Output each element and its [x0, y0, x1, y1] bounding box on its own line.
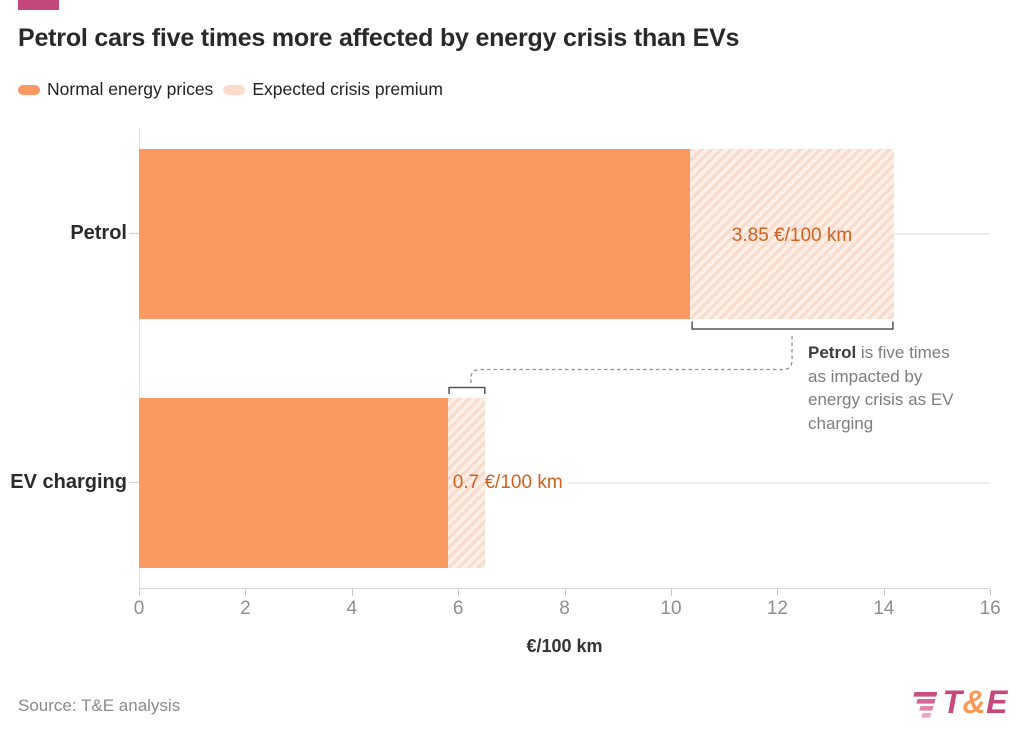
te-logo-text: T&E: [942, 684, 1008, 720]
brand-accent-bar: [18, 0, 59, 10]
value-label-ev-premium: 0.7 €/100 km: [452, 472, 563, 493]
gridline-petrol: [895, 233, 990, 235]
x-axis-tickmark: [245, 589, 247, 596]
category-label-ev: EV charging: [10, 471, 127, 493]
te-logo-stripes-icon: [912, 691, 937, 718]
x-axis-tickmark: [777, 589, 779, 596]
legend-item-premium: Expected crisis premium: [223, 79, 443, 100]
legend-label-normal: Normal energy prices: [47, 79, 214, 99]
x-axis-tickmark: [990, 589, 992, 596]
bracket-petrol-premium: [691, 321, 894, 330]
legend-swatch-normal-icon: [18, 84, 40, 95]
x-axis-tick-label: 4: [346, 598, 358, 619]
category-tick-petrol: [129, 233, 139, 234]
x-axis-title: €/100 km: [526, 636, 603, 656]
category-tick-ev: [129, 482, 139, 483]
annotation-text: Petrol is five times as impacted by ener…: [808, 343, 954, 433]
bar-ev-normal[interactable]: [139, 398, 448, 568]
x-axis-tick-label: 10: [660, 598, 682, 619]
x-axis-tickmark: [564, 589, 566, 596]
source-note: Source: T&E analysis: [18, 696, 181, 715]
x-axis-tickmark: [139, 589, 140, 596]
gridline-ev: [568, 482, 990, 484]
x-axis-tickmark: [671, 589, 672, 596]
x-axis-tick-label: 16: [979, 598, 1001, 619]
x-axis-tick-label: 8: [559, 598, 570, 619]
x-axis-tick-label: 6: [452, 598, 464, 619]
y-axis-line: [139, 128, 140, 588]
chart-title: Petrol cars five times more affected by …: [18, 24, 740, 52]
x-axis-tick-label: 0: [133, 598, 145, 619]
te-logo: T&E: [907, 684, 1009, 721]
x-axis-tickmark: [458, 589, 460, 596]
legend: Normal energy prices Expected crisis pre…: [18, 79, 443, 100]
legend-label-premium: Expected crisis premium: [252, 79, 443, 99]
x-axis-tick-label: 14: [873, 598, 895, 619]
x-axis-tick-label: 12: [766, 598, 788, 619]
legend-swatch-premium-icon: [223, 84, 246, 95]
bar-petrol-normal[interactable]: [139, 149, 690, 319]
category-label-petrol: Petrol: [70, 222, 127, 244]
x-axis-tickmark: [883, 589, 885, 596]
x-axis-tick-label: 2: [240, 598, 251, 619]
annotation-bold-word: Petrol: [808, 343, 857, 362]
bracket-ev-premium: [448, 386, 486, 394]
dashed-connector-line: [470, 336, 793, 383]
x-axis-line: [139, 588, 990, 589]
legend-item-normal: Normal energy prices: [18, 79, 213, 100]
value-label-petrol-premium: 3.85 €/100 km: [731, 225, 853, 246]
bar-petrol-premium[interactable]: [689, 149, 895, 319]
x-axis-tickmark: [351, 589, 353, 596]
bar-ev-premium[interactable]: [447, 398, 485, 568]
